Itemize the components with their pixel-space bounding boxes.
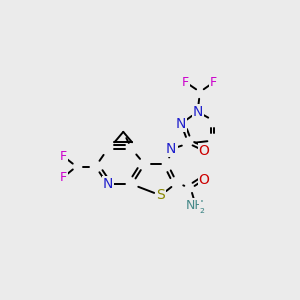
Text: S: S: [156, 188, 165, 203]
Text: F: F: [210, 76, 218, 89]
Text: N: N: [166, 142, 176, 156]
Text: O: O: [199, 144, 209, 158]
Text: NH: NH: [186, 199, 205, 212]
Text: O: O: [199, 173, 209, 187]
Text: F: F: [60, 171, 67, 184]
Text: H: H: [167, 140, 177, 153]
Text: N: N: [193, 105, 203, 119]
Text: N: N: [176, 117, 186, 131]
Text: F: F: [182, 76, 189, 89]
Text: ₂: ₂: [200, 203, 205, 216]
Text: F: F: [60, 150, 67, 163]
Text: N: N: [102, 177, 113, 191]
